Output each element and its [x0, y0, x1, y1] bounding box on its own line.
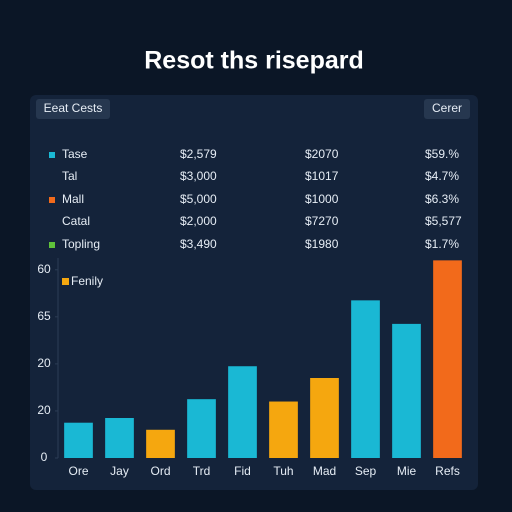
x-tick-label: Mie	[397, 464, 417, 478]
y-tick-label: 20	[37, 403, 51, 417]
x-tick-label: Ord	[150, 464, 170, 478]
row-label: Tase	[62, 147, 88, 161]
button[interactable]	[424, 99, 470, 119]
table-cell: $7270	[305, 214, 339, 228]
y-tick-label: 20	[37, 356, 51, 370]
table-cell: $1000	[305, 192, 339, 206]
bar	[64, 422, 93, 458]
row-label: Tal	[62, 169, 77, 183]
y-tick-label: 60	[37, 262, 51, 276]
table-cell: $2,579	[180, 147, 217, 161]
bar	[269, 401, 298, 458]
x-tick-label: Mad	[313, 464, 336, 478]
row-marker	[49, 152, 55, 158]
tab[interactable]	[36, 99, 110, 119]
legend-label: Fenily	[71, 274, 103, 288]
table-cell: $5,577	[425, 214, 462, 228]
table-cell: $4.7%	[425, 169, 459, 183]
bar	[433, 260, 462, 458]
table-cell: $2,000	[180, 214, 217, 228]
table-cell: $5,000	[180, 192, 217, 206]
row-marker	[49, 242, 55, 248]
button-label[interactable]: Cerer	[432, 101, 462, 115]
table-cell: $59.%	[425, 147, 459, 161]
table-cell: $3,000	[180, 169, 217, 183]
table-cell: $1017	[305, 169, 339, 183]
row-label: Topling	[62, 237, 100, 251]
row-label: Mall	[62, 192, 84, 206]
table-cell: $2070	[305, 147, 339, 161]
table-cell: $1980	[305, 237, 339, 251]
row-label: Catal	[62, 214, 90, 228]
bar	[105, 418, 134, 458]
x-tick-label: Jay	[110, 464, 129, 478]
x-tick-label: Trd	[193, 464, 211, 478]
tab-label[interactable]: Eeat Cests	[44, 101, 103, 115]
legend-swatch	[62, 278, 69, 285]
x-tick-label: Refs	[435, 464, 460, 478]
x-tick-label: Tuh	[273, 464, 293, 478]
x-tick-label: Sep	[355, 464, 377, 478]
bar	[392, 323, 421, 458]
bar	[351, 300, 380, 458]
y-tick-label: 0	[41, 450, 48, 464]
bar	[310, 378, 339, 458]
x-tick-label: Ore	[68, 464, 88, 478]
table-cell: $6.3%	[425, 192, 459, 206]
y-tick-label: 65	[37, 309, 51, 323]
bar	[228, 366, 257, 458]
bar	[146, 429, 175, 458]
table-cell: $3,490	[180, 237, 217, 251]
row-marker	[49, 197, 55, 203]
table-cell: $1.7%	[425, 237, 459, 251]
page-title: Resot ths risepard	[144, 47, 364, 75]
bar	[187, 399, 216, 458]
x-tick-label: Fid	[234, 464, 251, 478]
